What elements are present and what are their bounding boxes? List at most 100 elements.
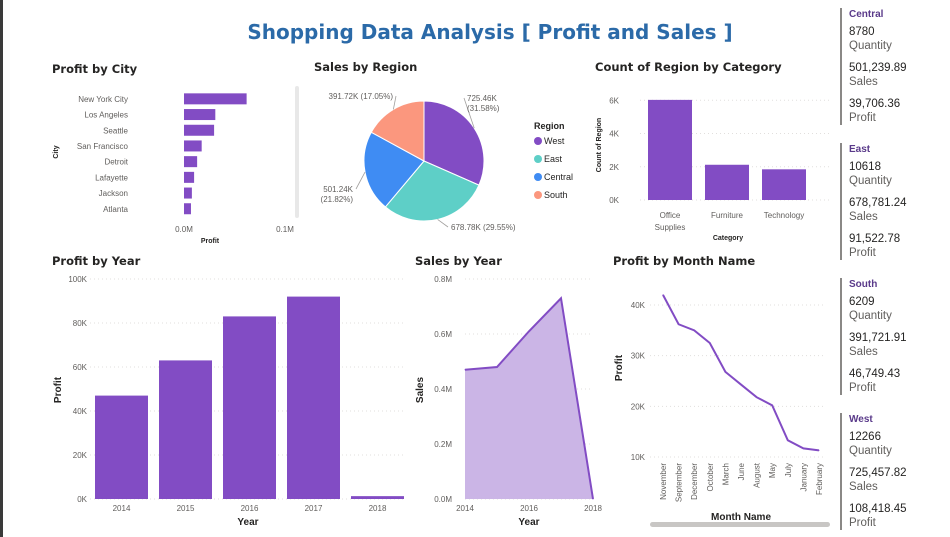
- card-quantity-value: 12266: [849, 431, 881, 443]
- y-axis-title: Sales: [415, 376, 426, 403]
- city-tick-label: New York City: [78, 95, 128, 104]
- card-quantity-value: 8780: [849, 26, 875, 38]
- profit-by-year-title: Profit by Year: [52, 254, 141, 268]
- region-kpi-cards[interactable]: Central 8780 Quantity 501,239.89 Sales 3…: [840, 8, 950, 537]
- card-quantity-label: Quantity: [849, 40, 892, 52]
- y-tick-label: 2K: [609, 163, 619, 172]
- legend-title: Region: [534, 121, 565, 131]
- city-tick-label: Detroit: [104, 158, 128, 167]
- y-tick-label: 6K: [609, 96, 619, 105]
- card-quantity-value: 10618: [849, 161, 881, 173]
- profit-month-point: [787, 439, 789, 441]
- x-tick-label: September: [675, 463, 684, 502]
- kpi-card-east[interactable]: East 10618 Quantity 678,781.24 Sales 91,…: [840, 143, 950, 260]
- profit-month-line: [662, 294, 820, 452]
- pie-leader-line: [463, 97, 475, 129]
- profit-month-point: [678, 323, 680, 325]
- city-bar: [184, 109, 216, 121]
- year-bar: [287, 296, 340, 499]
- pie-data-label: 501.24K (21.82%): [321, 185, 354, 204]
- y-axis-title: Profit: [614, 354, 625, 381]
- y-tick-label: 30K: [631, 352, 646, 361]
- kpi-card-west[interactable]: West 12266 Quantity 725,457.82 Sales 108…: [840, 413, 950, 530]
- legend-item-west: West: [544, 136, 565, 146]
- card-profit-label: Profit: [849, 112, 876, 124]
- x-tick-label: 2015: [177, 504, 195, 513]
- legend-item-south: South: [544, 190, 568, 200]
- x-tick-label: 2018: [584, 504, 602, 513]
- legend-marker-west: [534, 137, 542, 145]
- category-bar: [705, 164, 749, 200]
- x-tick-label: June: [737, 462, 746, 480]
- kpi-card-central[interactable]: Central 8780 Quantity 501,239.89 Sales 3…: [840, 8, 950, 125]
- y-axis-title: Count of Region: [596, 118, 603, 172]
- y-tick-label: 0.2M: [434, 440, 452, 449]
- sales-area: [465, 298, 593, 499]
- card-region: Central: [849, 9, 884, 20]
- pie-leader-line: [392, 95, 397, 110]
- x-axis-title: Profit: [201, 238, 220, 245]
- city-scrollbar: [295, 86, 299, 218]
- sales-by-region-title: Sales by Region: [314, 60, 418, 74]
- x-tick-label: 2014: [456, 504, 474, 513]
- y-tick-label: 40K: [631, 301, 646, 310]
- profit-month-point: [662, 294, 664, 296]
- legend-marker-east: [534, 155, 542, 163]
- card-quantity-label: Quantity: [849, 445, 892, 457]
- legend-item-east: East: [544, 154, 563, 164]
- profit-month-point: [693, 329, 695, 331]
- month-scrollbar[interactable]: [650, 522, 830, 527]
- year-bar: [159, 360, 212, 499]
- x-tick-label: Furniture: [711, 211, 744, 220]
- y-tick-label: 0K: [609, 196, 619, 205]
- city-bar: [184, 93, 247, 105]
- city-bar: [184, 140, 202, 152]
- city-tick-label: Los Angeles: [84, 111, 128, 120]
- x-axis-title: Year: [237, 517, 258, 528]
- pie-slice-central: [363, 131, 425, 208]
- y-tick-label: 20K: [631, 402, 646, 411]
- card-quantity-label: Quantity: [849, 310, 892, 322]
- pie-data-label: 391.72K (17.05%): [329, 92, 394, 101]
- x-tick-label: 0.1M: [276, 225, 294, 234]
- city-bar: [184, 124, 215, 136]
- year-bar: [223, 316, 276, 499]
- card-region: West: [849, 414, 873, 425]
- card-sales-label: Sales: [849, 481, 878, 493]
- y-axis-title: City: [53, 145, 60, 158]
- x-tick-label: February: [815, 463, 824, 495]
- pie-slice-west: [423, 100, 485, 186]
- profit-by-city-title: Profit by City: [52, 62, 138, 76]
- x-tick-label: May: [768, 463, 777, 478]
- city-tick-label: San Francisco: [77, 142, 129, 151]
- city-bar: [184, 156, 198, 168]
- x-tick-label: Office: [660, 211, 681, 220]
- card-sales-value: 678,781.24: [849, 197, 907, 209]
- y-tick-label: 80K: [73, 319, 88, 328]
- card-profit-value: 46,749.43: [849, 368, 901, 380]
- y-tick-label: 40K: [73, 407, 88, 416]
- city-bar: [184, 187, 192, 199]
- x-axis-title: Year: [518, 517, 539, 528]
- kpi-card-south[interactable]: South 6209 Quantity 391,721.91 Sales 46,…: [840, 278, 950, 395]
- city-tick-label: Seattle: [103, 126, 128, 135]
- card-sales-label: Sales: [849, 211, 878, 223]
- count-region-category-title: Count of Region by Category: [595, 60, 782, 74]
- pie-leader-line: [437, 219, 449, 228]
- category-bar: [648, 99, 692, 200]
- x-tick-label: Supplies: [655, 223, 686, 232]
- x-tick-label: 2014: [113, 504, 131, 513]
- card-sales-value: 501,239.89: [849, 62, 907, 74]
- card-sales-value: 725,457.82: [849, 467, 907, 479]
- x-tick-label: August: [753, 462, 762, 488]
- city-tick-label: Atlanta: [103, 205, 128, 214]
- card-profit-label: Profit: [849, 517, 876, 529]
- card-sales-label: Sales: [849, 76, 878, 88]
- x-axis-title: Category: [713, 235, 743, 242]
